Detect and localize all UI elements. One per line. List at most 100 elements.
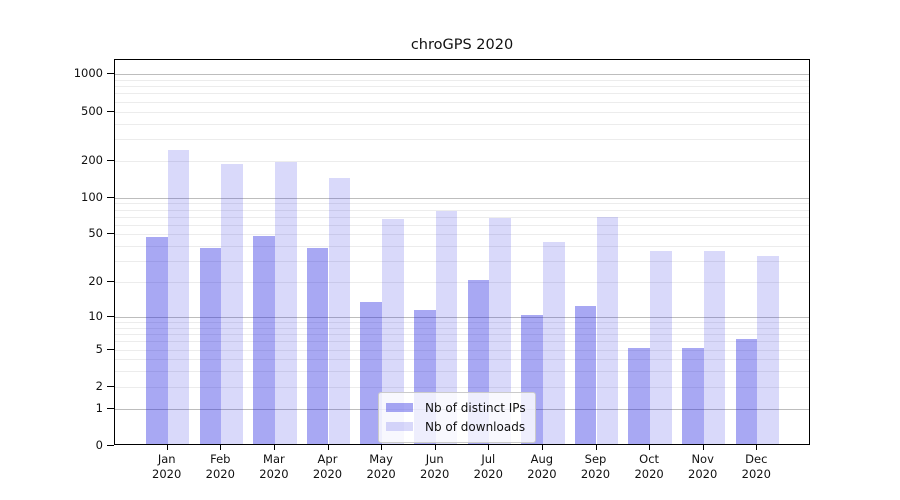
x-tick-year: 2020 (366, 467, 396, 481)
x-tick-month: Jul (481, 452, 496, 466)
x-tick-label: Dec 2020 (729, 452, 783, 482)
y-tick-label: 200 (81, 152, 103, 167)
major-gridline (115, 316, 809, 318)
legend-swatch (386, 403, 413, 412)
x-tick-month: Feb (210, 452, 231, 466)
x-tick-label: Jun 2020 (408, 452, 462, 482)
y-tick (107, 233, 114, 235)
x-tick-label: Apr 2020 (301, 452, 355, 482)
x-tick (327, 445, 329, 450)
y-tick-label: 50 (88, 226, 103, 241)
minor-gridline (115, 111, 809, 113)
minor-gridline (115, 203, 809, 205)
bar-distinct-ips (628, 347, 651, 444)
x-tick (381, 445, 383, 450)
y-tick (107, 159, 114, 161)
x-tick-year: 2020 (634, 467, 664, 481)
minor-gridline (115, 334, 809, 336)
legend-label: Nb of downloads (425, 419, 526, 434)
x-tick (756, 445, 758, 450)
x-tick-month: Nov (691, 452, 714, 466)
y-tick-label: 100 (81, 189, 103, 204)
bar-downloads (757, 255, 779, 444)
bar-downloads (274, 162, 297, 444)
y-tick-label: 1000 (73, 66, 103, 81)
bar-distinct-ips (306, 248, 329, 444)
bar-downloads (703, 251, 726, 444)
x-tick-label: Jan 2020 (140, 452, 194, 482)
minor-gridline (115, 359, 809, 361)
bar-distinct-ips (682, 347, 704, 444)
x-tick-month: Aug (530, 452, 554, 466)
minor-gridline (115, 349, 809, 351)
x-tick-label: Jul 2020 (461, 452, 515, 482)
chart-title: chroGPS 2020 (410, 37, 514, 53)
legend-item: Nb of downloads (386, 417, 526, 436)
x-tick (220, 445, 222, 450)
x-tick-year: 2020 (527, 467, 557, 481)
bar-downloads (167, 150, 190, 444)
minor-gridline (115, 246, 809, 248)
legend-label: Nb of distinct IPs (425, 400, 526, 415)
legend-item: Nb of distinct IPs (386, 398, 526, 417)
x-tick-month: May (369, 452, 393, 466)
bar-distinct-ips (360, 302, 383, 444)
minor-gridline (115, 341, 809, 343)
minor-gridline (115, 261, 809, 263)
minor-gridline (115, 86, 809, 88)
y-tick-label: 0 (95, 438, 103, 452)
bar-distinct-ips (146, 236, 168, 444)
x-tick-label: Nov 2020 (676, 452, 730, 482)
y-tick-label: 500 (81, 103, 103, 118)
y-tick (107, 73, 114, 75)
x-tick-label: Mar 2020 (247, 452, 301, 482)
major-gridline (115, 74, 809, 76)
x-tick (541, 445, 543, 450)
x-tick-year: 2020 (420, 467, 450, 481)
bar-distinct-ips (735, 339, 758, 444)
x-tick-month: Mar (263, 452, 285, 466)
x-tick-label: Oct 2020 (622, 452, 676, 482)
y-tick (107, 407, 114, 409)
minor-gridline (115, 209, 809, 211)
x-tick-label: May 2020 (354, 452, 408, 482)
y-tick-label: 1 (95, 400, 103, 415)
x-tick-month: Dec (745, 452, 768, 466)
x-tick (702, 445, 704, 450)
minor-gridline (115, 101, 809, 103)
y-tick-label: 10 (88, 308, 103, 323)
y-tick (107, 110, 114, 112)
x-tick-month: Jan (157, 452, 176, 466)
minor-gridline (115, 216, 809, 218)
plot-area (114, 59, 810, 445)
bar-distinct-ips (253, 235, 275, 444)
minor-gridline (115, 322, 809, 324)
x-tick-year: 2020 (688, 467, 718, 481)
x-tick-month: Oct (639, 452, 660, 466)
minor-gridline (115, 224, 809, 226)
x-tick-year: 2020 (259, 467, 289, 481)
y-tick-label: 20 (88, 274, 103, 289)
minor-gridline (115, 371, 809, 373)
x-tick-year: 2020 (312, 467, 343, 481)
legend-swatch (386, 422, 413, 431)
minor-gridline (115, 282, 809, 284)
x-tick (649, 445, 651, 450)
minor-gridline (115, 386, 809, 388)
y-tick-label: 2 (95, 378, 103, 393)
bar-downloads (221, 164, 243, 444)
x-tick-month: Sep (584, 452, 607, 466)
minor-gridline (115, 327, 809, 329)
bar-distinct-ips (574, 306, 597, 444)
y-tick (107, 315, 114, 317)
bar-distinct-ips (199, 248, 222, 444)
x-tick-month: Apr (317, 452, 338, 466)
y-tick (107, 196, 114, 198)
minor-gridline (115, 234, 809, 236)
x-tick-year: 2020 (741, 467, 771, 481)
major-gridline (115, 197, 809, 199)
x-tick-label: Feb 2020 (193, 452, 247, 482)
minor-gridline (115, 160, 809, 162)
x-tick (273, 445, 275, 450)
